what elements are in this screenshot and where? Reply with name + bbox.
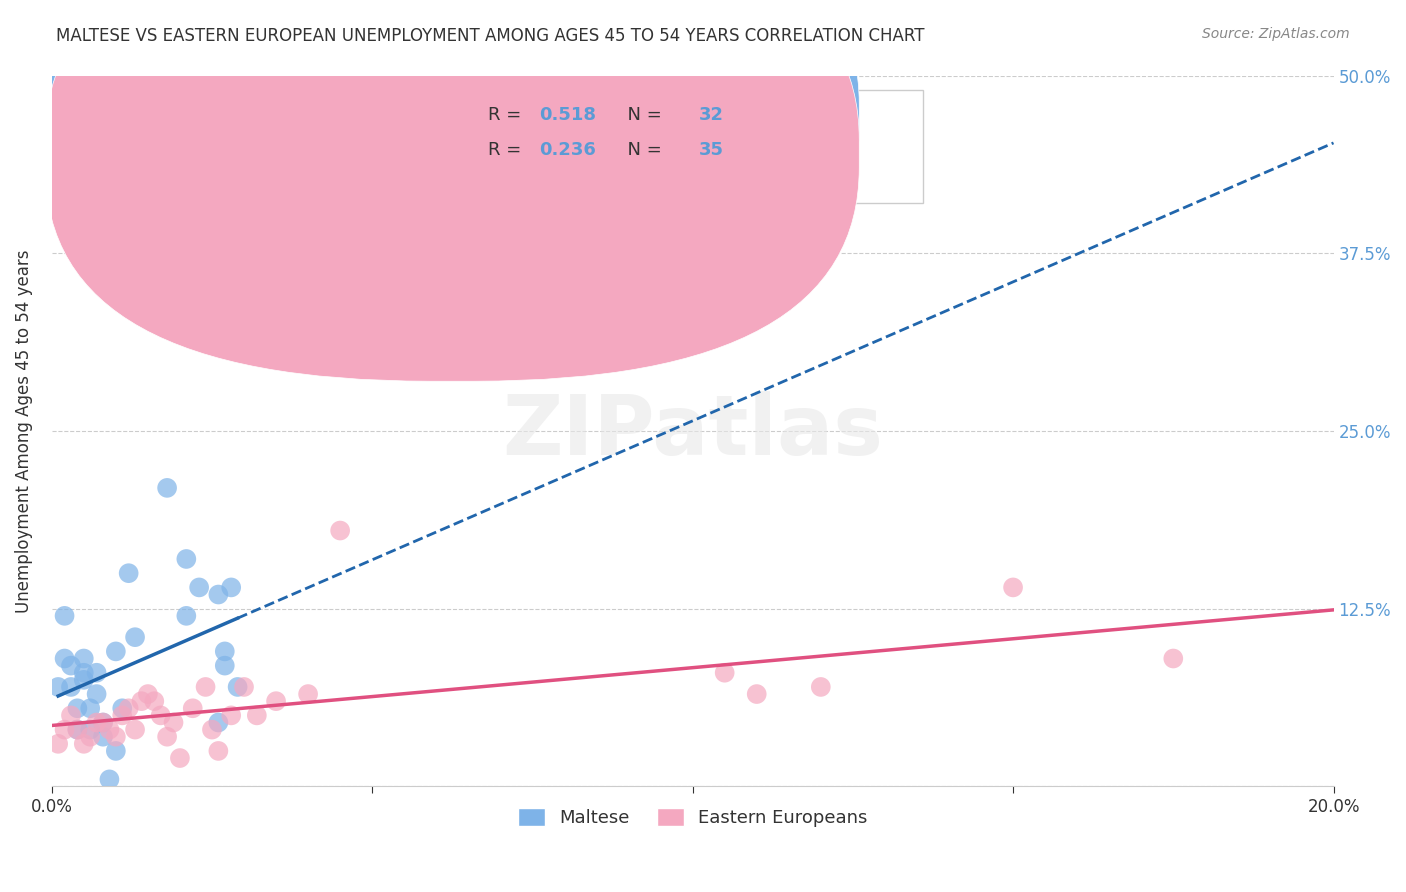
Point [214, 644, 236, 658]
Text: 0.518: 0.518 [538, 105, 596, 124]
Point [214, 658, 236, 673]
Legend: Maltese, Eastern Europeans: Maltese, Eastern Europeans [510, 800, 875, 834]
Point [66, 723, 89, 737]
Point [124, 630, 146, 644]
Point [156, 481, 179, 495]
Point [73, 665, 96, 680]
Point [104, 744, 127, 758]
Point [46, 737, 69, 751]
Point [66, 723, 89, 737]
Point [79, 701, 101, 715]
Point [91, 730, 114, 744]
Text: ZIPatlas: ZIPatlas [502, 391, 883, 472]
Text: N =: N = [616, 141, 668, 159]
Point [181, 701, 204, 715]
Point [1002, 581, 1025, 595]
Point [201, 723, 224, 737]
Point [91, 715, 114, 730]
Point [111, 708, 134, 723]
Point [59, 658, 82, 673]
Point [131, 694, 153, 708]
Point [194, 680, 217, 694]
Point [143, 694, 166, 708]
Point [1161, 651, 1184, 665]
FancyBboxPatch shape [45, 0, 859, 346]
Text: N =: N = [616, 105, 668, 124]
Point [810, 680, 832, 694]
Point [59, 708, 82, 723]
Point [297, 687, 319, 701]
Point [329, 524, 352, 538]
Point [104, 644, 127, 658]
Point [46, 680, 69, 694]
Point [53, 723, 76, 737]
Point [59, 680, 82, 694]
Point [745, 687, 768, 701]
Point [219, 708, 242, 723]
Point [53, 651, 76, 665]
Point [111, 701, 134, 715]
Point [79, 730, 101, 744]
Point [233, 680, 256, 694]
Point [149, 708, 172, 723]
Point [176, 552, 198, 566]
Point [226, 680, 249, 694]
Text: Source: ZipAtlas.com: Source: ZipAtlas.com [1202, 27, 1350, 41]
Point [713, 665, 735, 680]
Point [86, 687, 108, 701]
Point [118, 701, 141, 715]
Point [188, 581, 211, 595]
Point [98, 723, 121, 737]
Point [73, 651, 96, 665]
Point [264, 694, 287, 708]
Point [176, 608, 198, 623]
Text: 35: 35 [699, 141, 724, 159]
Point [219, 581, 242, 595]
Point [169, 751, 191, 765]
Point [73, 737, 96, 751]
Text: R =: R = [488, 141, 527, 159]
FancyBboxPatch shape [45, 0, 859, 381]
Text: 0.236: 0.236 [538, 141, 596, 159]
Point [136, 687, 159, 701]
Point [86, 665, 108, 680]
Point [79, 723, 101, 737]
Point [207, 588, 229, 602]
Point [66, 701, 89, 715]
Point [118, 566, 141, 581]
Point [162, 715, 184, 730]
Point [207, 744, 229, 758]
Text: MALTESE VS EASTERN EUROPEAN UNEMPLOYMENT AMONG AGES 45 TO 54 YEARS CORRELATION C: MALTESE VS EASTERN EUROPEAN UNEMPLOYMENT… [56, 27, 925, 45]
Point [86, 715, 108, 730]
Point [124, 723, 146, 737]
Point [156, 730, 179, 744]
Point [207, 715, 229, 730]
Point [53, 608, 76, 623]
Y-axis label: Unemployment Among Ages 45 to 54 years: Unemployment Among Ages 45 to 54 years [15, 249, 32, 613]
Point [246, 708, 269, 723]
Point [104, 730, 127, 744]
Point [98, 772, 121, 787]
Text: R =: R = [488, 105, 527, 124]
Point [73, 673, 96, 687]
FancyBboxPatch shape [411, 90, 924, 203]
Text: 32: 32 [699, 105, 724, 124]
Point [91, 715, 114, 730]
